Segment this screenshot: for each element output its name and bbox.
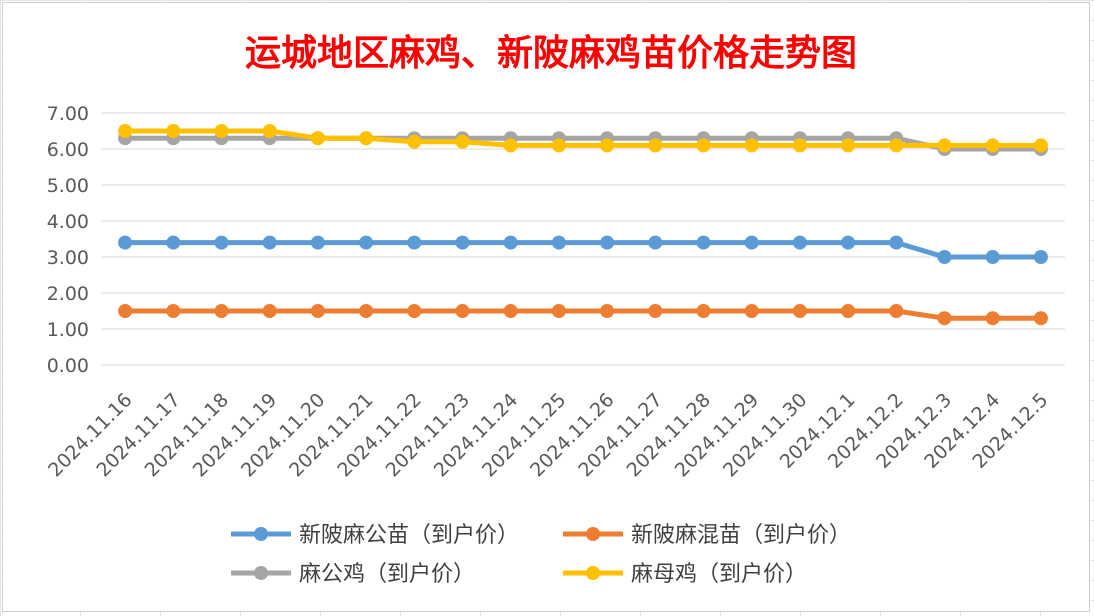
data-point bbox=[792, 138, 807, 153]
y-tick-label: 4.00 bbox=[47, 211, 89, 233]
data-point bbox=[600, 235, 615, 250]
data-point bbox=[118, 235, 133, 250]
series-line bbox=[122, 128, 1044, 148]
data-point bbox=[118, 304, 133, 318]
legend-label: 新陂麻公苗（到户价） bbox=[299, 523, 519, 548]
data-point bbox=[359, 304, 374, 318]
y-tick-label: 5.00 bbox=[47, 175, 89, 197]
chart-title: 运城地区麻鸡、新陂麻鸡苗价格走势图 bbox=[245, 32, 857, 74]
data-point bbox=[214, 235, 229, 250]
data-point bbox=[407, 304, 422, 318]
data-point bbox=[503, 304, 518, 318]
line-chart: 运城地区麻鸡、新陂麻鸡苗价格走势图 0.00 1.00 2.00 3.00 4.00 5.… bbox=[44, 32, 1065, 587]
data-point bbox=[744, 138, 759, 153]
data-point bbox=[985, 138, 1000, 153]
data-point bbox=[359, 235, 374, 250]
data-point bbox=[696, 138, 711, 153]
data-point bbox=[648, 138, 663, 153]
data-point bbox=[648, 235, 663, 250]
data-point bbox=[214, 124, 229, 138]
data-point bbox=[792, 235, 807, 250]
data-point bbox=[455, 134, 470, 149]
data-point bbox=[841, 138, 856, 153]
data-point bbox=[889, 304, 904, 318]
data-point bbox=[792, 304, 807, 318]
data-point bbox=[600, 138, 615, 153]
series-group bbox=[118, 124, 1048, 326]
series-line bbox=[122, 308, 1044, 321]
data-point bbox=[503, 138, 518, 153]
legend-label: 麻公鸡（到户价） bbox=[299, 562, 475, 587]
gridlines bbox=[101, 112, 1065, 366]
data-point bbox=[118, 124, 133, 138]
data-point bbox=[744, 235, 759, 250]
data-point bbox=[696, 304, 711, 318]
data-point bbox=[262, 235, 277, 250]
series-4 bbox=[118, 124, 1048, 153]
legend-swatch-marker bbox=[254, 527, 268, 541]
data-point bbox=[262, 124, 277, 138]
data-point bbox=[310, 131, 325, 146]
data-point bbox=[937, 311, 952, 326]
data-point bbox=[166, 235, 181, 250]
data-point bbox=[551, 235, 566, 250]
data-point bbox=[455, 304, 470, 318]
data-point bbox=[407, 235, 422, 250]
data-point bbox=[841, 235, 856, 250]
legend-swatch-marker bbox=[586, 527, 600, 541]
data-point bbox=[889, 235, 904, 250]
legend-item: 新陂麻公苗（到户价） bbox=[231, 523, 519, 548]
data-point bbox=[985, 311, 1000, 326]
data-point bbox=[166, 304, 181, 318]
legend-label: 麻母鸡（到户价） bbox=[631, 562, 807, 587]
y-tick-label: 2.00 bbox=[47, 283, 89, 305]
data-point bbox=[1033, 311, 1048, 326]
legend: 新陂麻公苗（到户价） 新陂麻混苗（到户价） 麻公鸡（到户价） 麻母鸡（到户价） bbox=[231, 523, 851, 587]
series-1 bbox=[118, 235, 1048, 264]
data-point bbox=[937, 138, 952, 153]
data-point bbox=[503, 235, 518, 250]
data-point bbox=[889, 138, 904, 153]
data-point bbox=[310, 304, 325, 318]
series-line bbox=[122, 240, 1044, 260]
data-point bbox=[600, 304, 615, 318]
data-point bbox=[359, 131, 374, 146]
legend-swatch-marker bbox=[254, 566, 268, 580]
data-point bbox=[262, 304, 277, 318]
x-axis: 2024.11.162024.11.172024.11.182024.11.19… bbox=[44, 389, 1052, 481]
y-tick-label: 1.00 bbox=[47, 319, 89, 341]
data-point bbox=[407, 134, 422, 149]
data-point bbox=[551, 304, 566, 318]
legend-item: 新陂麻混苗（到户价） bbox=[563, 523, 851, 548]
y-tick-label: 3.00 bbox=[47, 247, 89, 269]
legend-swatch-marker bbox=[586, 566, 600, 580]
data-point bbox=[214, 304, 229, 318]
legend-label: 新陂麻混苗（到户价） bbox=[631, 523, 851, 548]
y-tick-label: 7.00 bbox=[47, 103, 89, 125]
legend-item: 麻母鸡（到户价） bbox=[563, 562, 807, 587]
data-point bbox=[551, 138, 566, 153]
data-point bbox=[841, 304, 856, 318]
y-axis: 0.00 1.00 2.00 3.00 4.00 5.00 6.00 7.00 bbox=[47, 103, 89, 377]
data-point bbox=[696, 235, 711, 250]
data-point bbox=[648, 304, 663, 318]
data-point bbox=[1033, 138, 1048, 153]
y-tick-label: 0.00 bbox=[47, 355, 89, 377]
legend-item: 麻公鸡（到户价） bbox=[231, 562, 475, 587]
data-point bbox=[985, 250, 1000, 264]
series-line bbox=[122, 135, 1044, 152]
data-point bbox=[937, 250, 952, 264]
data-point bbox=[166, 124, 181, 138]
data-point bbox=[455, 235, 470, 250]
y-tick-label: 6.00 bbox=[47, 139, 89, 161]
data-point bbox=[1033, 250, 1048, 264]
data-point bbox=[310, 235, 325, 250]
data-point bbox=[744, 304, 759, 318]
series-2 bbox=[118, 304, 1048, 326]
